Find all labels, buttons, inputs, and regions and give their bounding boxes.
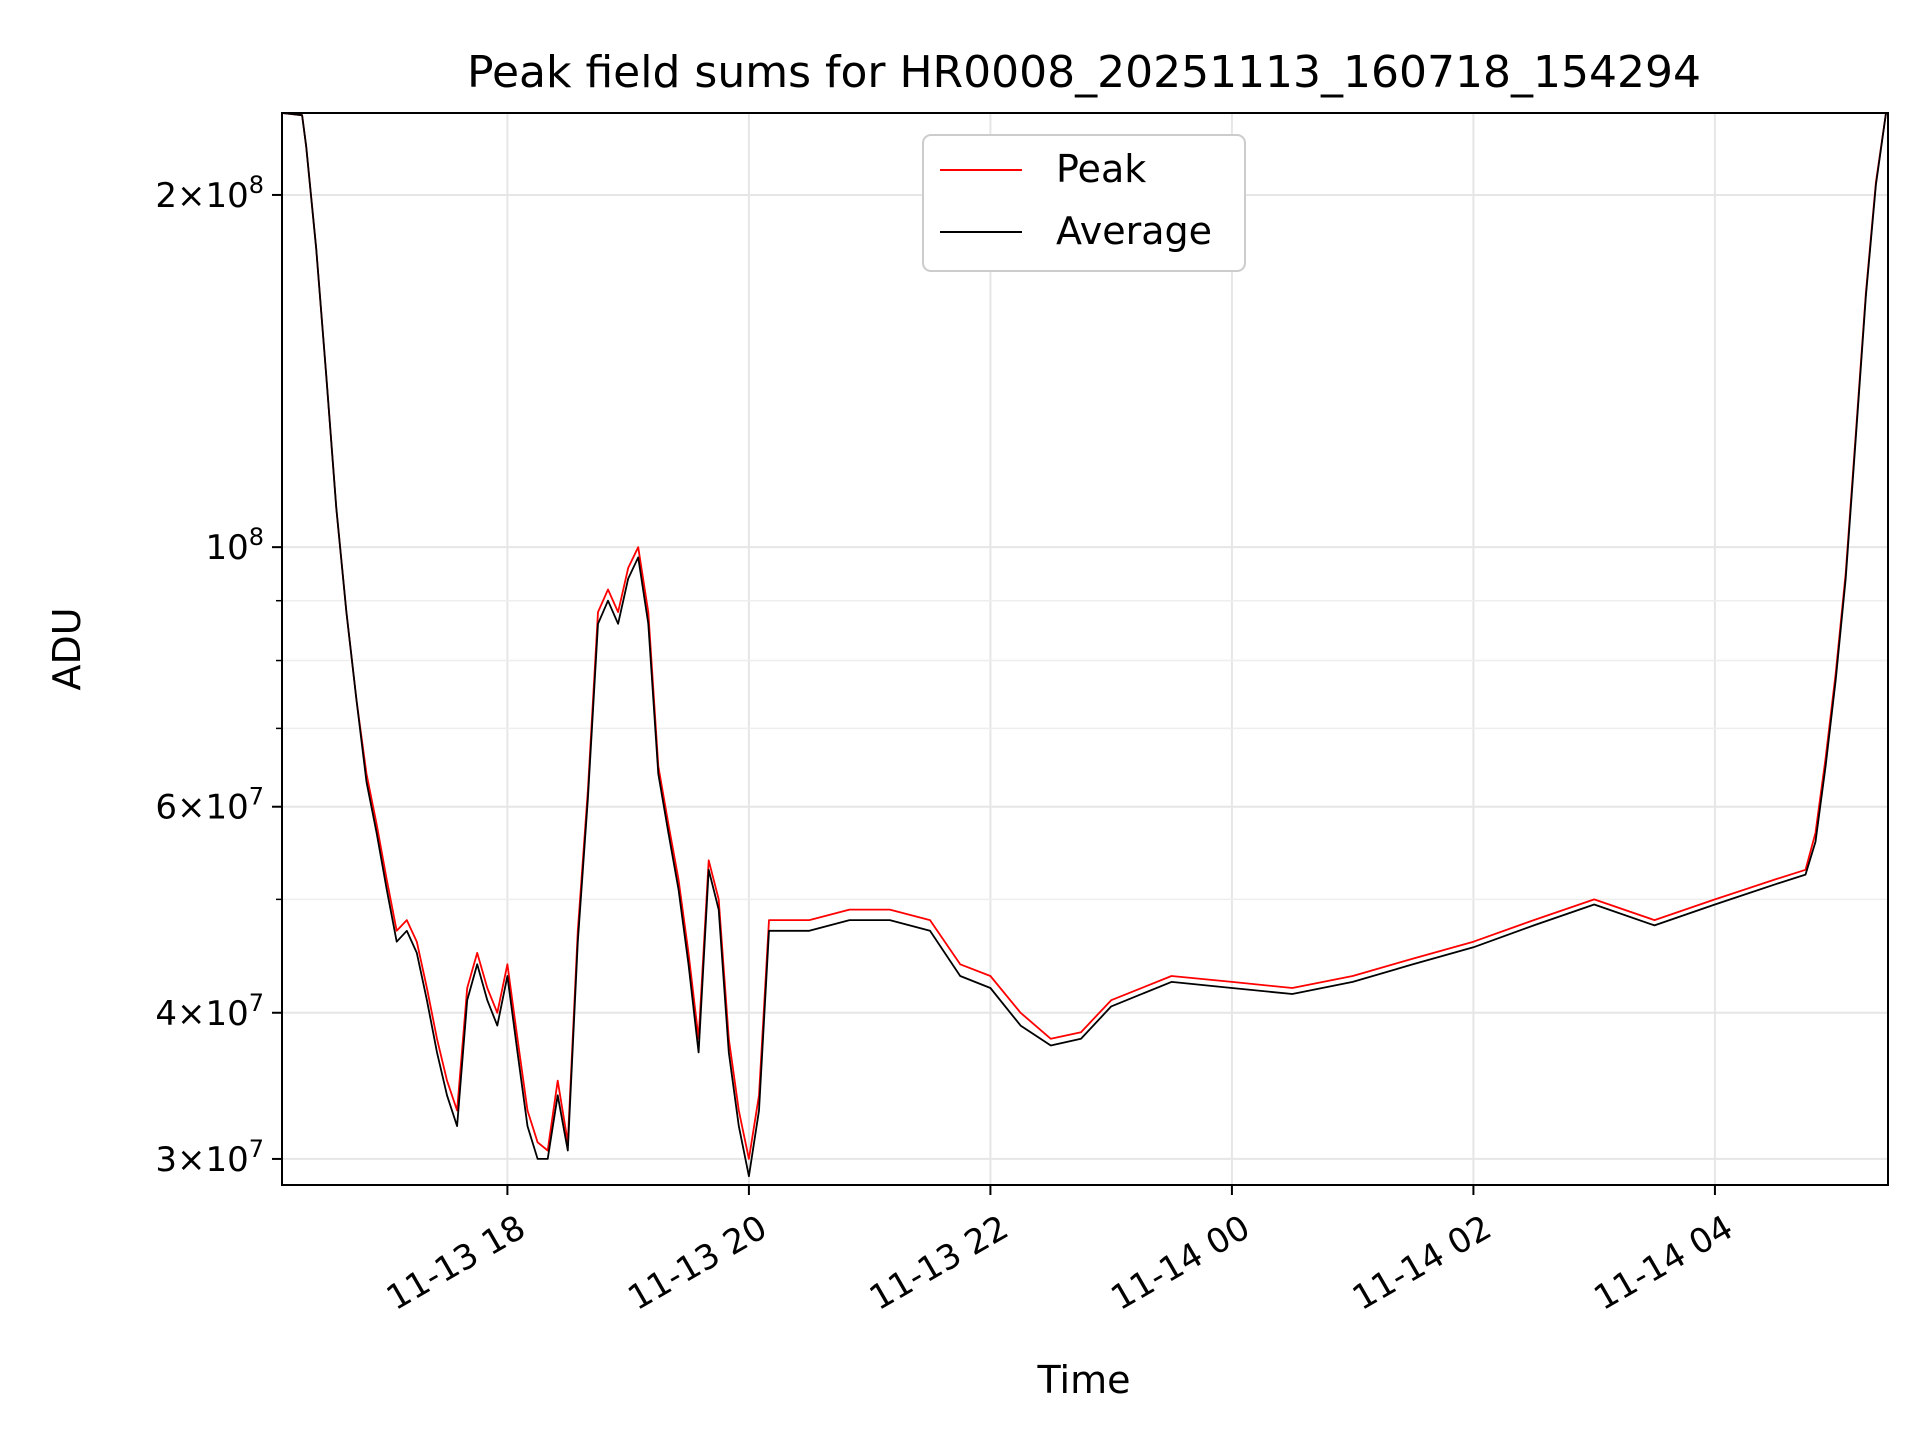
legend: Peak Average bbox=[922, 134, 1246, 272]
y-tick-label: 4×107 bbox=[155, 989, 264, 1034]
chart-title: Peak field sums for HR0008_20251113_1607… bbox=[467, 47, 1701, 98]
y-axis-label: ADU bbox=[45, 607, 89, 690]
series-line-peak bbox=[282, 113, 1888, 1160]
y-tick-label: 3×107 bbox=[155, 1135, 264, 1180]
axes-frame bbox=[281, 112, 1889, 1186]
plot-area bbox=[282, 113, 1888, 1178]
x-axis-label: Time bbox=[1037, 1358, 1131, 1402]
y-tick-label: 2×108 bbox=[155, 171, 264, 216]
y-tick-label: 108 bbox=[205, 523, 264, 568]
legend-label-average: Average bbox=[1056, 209, 1212, 253]
y-tick-label: 6×107 bbox=[155, 783, 264, 828]
legend-label-peak: Peak bbox=[1056, 147, 1146, 191]
series-line-average bbox=[282, 113, 1888, 1178]
